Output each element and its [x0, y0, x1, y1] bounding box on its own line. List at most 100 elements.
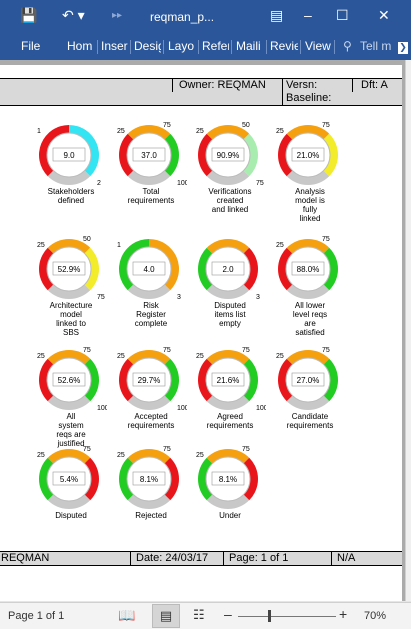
tab-insert[interactable]: Inser — [101, 39, 128, 53]
footer-na-cell: N/A — [331, 552, 402, 565]
gauge-value: 27.0% — [297, 376, 320, 385]
tab-layout[interactable]: Layo — [168, 39, 195, 53]
header-row-1: Owner: REQMAN Versn: Dft: A — [0, 78, 402, 93]
zoom-slider-track[interactable] — [238, 616, 336, 617]
gauge-value: 88.0% — [297, 265, 320, 274]
gauge-dial: 5.4% 25 75 — [37, 446, 99, 509]
gauge-tick-label: 75 — [322, 236, 330, 243]
gauge-value-box — [132, 372, 166, 387]
gauge-tick-label: 50 — [83, 236, 91, 243]
gauge-tick-label: 75 — [256, 180, 264, 187]
gauge-dial: 21.6% 25 75 100 — [196, 347, 266, 412]
gauge-tick-label: 75 — [83, 347, 91, 354]
save-icon[interactable]: 💾 — [20, 7, 38, 23]
gauge-value: 8.1% — [140, 475, 158, 484]
ribbon-tabs: File Hom Inser Desig Layo Refer Maili Re… — [0, 34, 411, 60]
footer-date-cell: Date: 24/03/17 — [130, 552, 223, 565]
gauge-4: 21.0% 25 75 Analysis model is fully linked — [274, 121, 346, 223]
gauge-13: 5.4% 25 75 Disputed — [35, 445, 107, 520]
tell-me-box[interactable]: Tell m — [360, 39, 392, 53]
gauge-tick-label: 75 — [163, 446, 171, 453]
zoom-out-button[interactable]: – — [224, 606, 232, 622]
gauge-tick-label: 25 — [196, 128, 204, 135]
gauge-value: 37.0 — [141, 151, 157, 160]
read-mode-icon[interactable]: 📖 — [118, 607, 136, 623]
page-count[interactable]: Page 1 of 1 — [8, 610, 65, 622]
gauge-tick-label: 25 — [37, 242, 45, 249]
gauge-value: 21.0% — [297, 151, 320, 160]
gauge-dial: 21.0% 25 75 — [276, 122, 338, 185]
gauge-label: Total requirements — [127, 187, 175, 205]
gauge-value: 52.6% — [58, 376, 81, 385]
gauge-label: Candidate requirements — [286, 412, 334, 430]
gauge-value: 90.9% — [217, 151, 240, 160]
gauge-label: Verifications created and linked — [208, 187, 252, 214]
gauge-14: 8.1% 25 75 Rejected — [115, 445, 187, 520]
gauge-label: Accepted requirements — [127, 412, 175, 430]
gauge-dial: 88.0% 25 75 — [276, 236, 338, 299]
close-icon[interactable]: ✕ — [378, 7, 390, 23]
gauge-dial: 90.9% 25 50 75 — [196, 122, 264, 187]
tab-view[interactable]: View — [305, 39, 331, 53]
gauge-dial: 52.6% 25 75 100 — [37, 347, 107, 412]
gauge-tick-label: 25 — [276, 353, 284, 360]
gauge-value-box — [52, 471, 86, 486]
gauge-value: 29.7% — [138, 376, 161, 385]
gauge-7: 2.0 3 Disputed items list empty — [194, 235, 266, 328]
gauge-value-box — [291, 147, 325, 162]
gauge-tick-label: 75 — [242, 446, 250, 453]
gauge-tick-label: 100 — [177, 405, 187, 412]
owner-cell: Owner: REQMAN — [172, 79, 282, 92]
gauge-value-box — [291, 261, 325, 276]
ribbon-scroll-right-icon[interactable]: ❯ — [398, 42, 408, 54]
vertical-scrollbar[interactable] — [405, 60, 411, 601]
gauge-label: Risk Register complete — [134, 301, 168, 328]
gauge-tick-label: 100 — [177, 180, 187, 187]
gauge-label: Under — [219, 511, 241, 520]
gauge-label: Disputed — [55, 511, 87, 520]
gauge-tick-label: 75 — [322, 347, 330, 354]
gauge-value: 21.6% — [217, 376, 240, 385]
gauge-tick-label: 25 — [117, 128, 125, 135]
title-bar: 💾 ↶ ▾ ▸▸ reqman_p... ▤ – ☐ ✕ — [0, 0, 411, 34]
ribbon-display-icon[interactable]: ▤ — [270, 7, 284, 23]
gauge-tick-label: 100 — [97, 405, 107, 412]
maximize-icon[interactable]: ☐ — [336, 7, 349, 23]
gauge-tick-label: 75 — [322, 122, 330, 129]
footer-row: REQMAN Date: 24/03/17 Page: 1 of 1 N/A — [0, 551, 402, 566]
tab-review[interactable]: Revie — [270, 39, 298, 53]
gauge-3: 90.9% 25 50 75 Verifications created and linke… — [194, 121, 266, 214]
gauge-label: All system reqs are justified — [56, 412, 86, 448]
gauge-value: 4.0 — [143, 265, 155, 274]
print-layout-icon[interactable]: ▤ — [152, 604, 180, 628]
tab-design[interactable]: Desig — [134, 39, 161, 53]
tab-home[interactable]: Hom — [67, 39, 93, 53]
gauge-dial: 27.0% 25 75 — [276, 347, 338, 410]
minimize-icon[interactable]: – — [304, 7, 312, 23]
gauge-tick-label: 25 — [37, 353, 45, 360]
lightbulb-icon[interactable]: ⚲ — [343, 39, 352, 53]
gauge-value-box — [211, 471, 245, 486]
redo-icon[interactable]: ▸▸ — [112, 10, 123, 21]
gauge-tick-label: 75 — [163, 122, 171, 129]
gauge-tick-label: 100 — [256, 405, 266, 412]
gauge-tick-label: 1 — [117, 242, 121, 249]
tab-file[interactable]: File — [21, 39, 41, 53]
tab-mailings[interactable]: Maili — [236, 39, 261, 53]
gauge-dial: 8.1% 25 75 — [196, 446, 258, 509]
undo-icon[interactable]: ↶ ▾ — [62, 7, 85, 23]
version-cell: Versn: — [282, 79, 352, 92]
zoom-level[interactable]: 70% — [364, 610, 387, 622]
gauge-10: 29.7% 25 75 100 Accepted requirements — [115, 346, 187, 430]
gauge-tick-label: 3 — [256, 294, 260, 301]
gauge-tick-label: 75 — [242, 347, 250, 354]
zoom-slider-thumb[interactable] — [268, 610, 271, 622]
tab-references[interactable]: Refer — [202, 39, 229, 53]
gauge-value: 8.1% — [219, 475, 237, 484]
gauge-dial: 29.7% 25 75 100 — [117, 347, 187, 412]
gauge-tick-label: 25 — [276, 128, 284, 135]
web-layout-icon[interactable]: ☷ — [193, 607, 205, 622]
gauge-tick-label: 25 — [276, 242, 284, 249]
zoom-in-button[interactable]: + — [339, 606, 348, 622]
gauge-label: Stakeholders defined — [47, 187, 95, 205]
